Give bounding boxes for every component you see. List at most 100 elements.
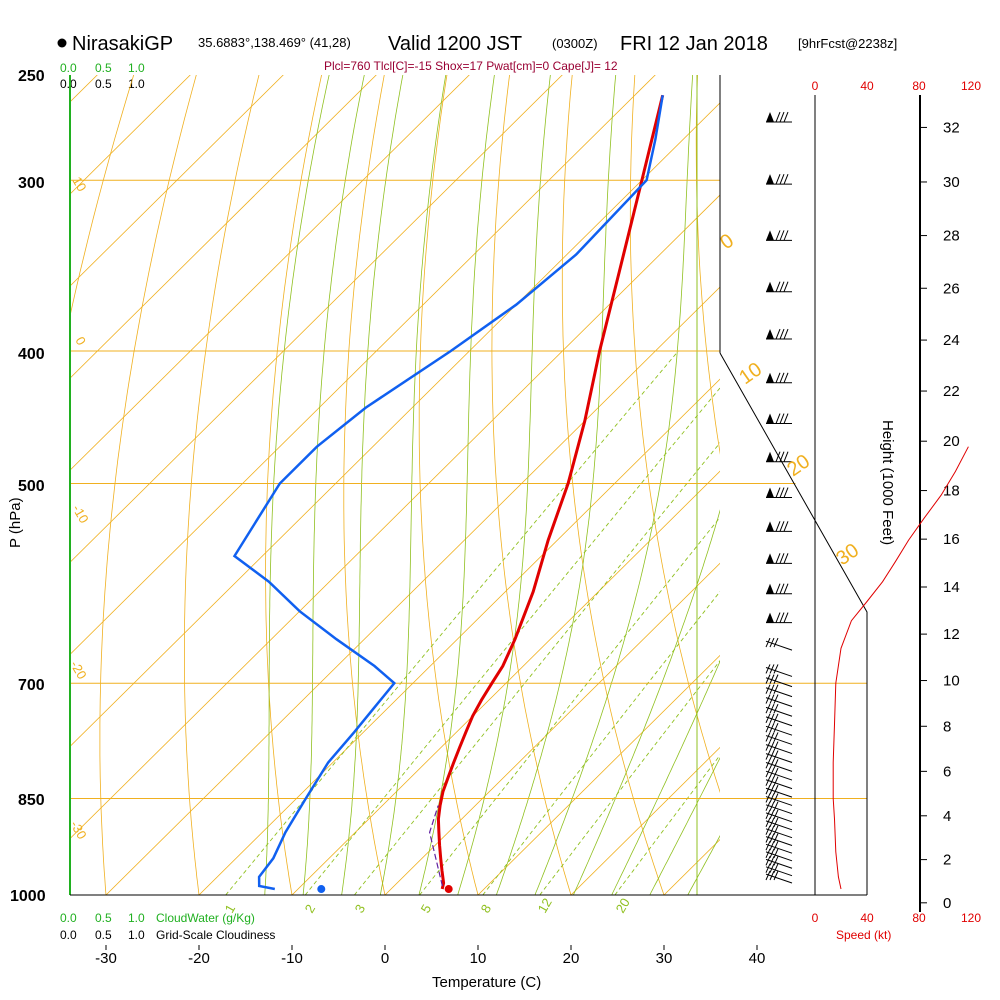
wind-barb-icon	[765, 784, 793, 798]
isotherm-label: 0	[72, 334, 89, 348]
moist-adiabat-line	[495, 75, 617, 895]
temperature-tick-label: 0	[381, 950, 389, 967]
height-tick-label: 10	[943, 673, 960, 690]
isotherm-label: -10	[69, 502, 91, 526]
cloud-bottom-black-2: 1.0	[128, 928, 145, 942]
mixing-ratio-label: 2	[302, 902, 319, 916]
wind-speed-tick-bottom: 120	[961, 911, 981, 925]
dry-adiabat-line	[343, 75, 386, 895]
wind-barb-icon	[765, 767, 793, 781]
moist-adiabat-line	[457, 75, 551, 895]
cloud-bottom-green-2: 1.0	[128, 911, 145, 925]
wind-barb-icon	[766, 413, 792, 425]
dry-adiabat-line	[629, 75, 720, 794]
wind-barb-icon	[765, 848, 793, 862]
wind-barb-icon	[765, 674, 793, 688]
wind-speed-tick-top: 0	[812, 79, 819, 93]
wind-barb-icon	[765, 856, 793, 869]
height-tick-label: 16	[943, 531, 960, 548]
wind-barb-icon	[765, 704, 793, 717]
wind-barb-icon	[765, 732, 793, 745]
pressure-tick-label: 500	[18, 478, 45, 495]
wind-barb-icon	[765, 870, 793, 884]
wind-barb-icon	[765, 776, 793, 790]
valid-date: FRI 12 Jan 2018	[620, 33, 768, 55]
wind-barb-icon	[765, 817, 793, 831]
moist-adiabat-line	[264, 75, 330, 895]
wind-speed-tick-bottom: 80	[912, 911, 926, 925]
station-coords: 35.6883°,138.469° (41,28)	[198, 35, 351, 50]
dry-adiabat-line	[695, 75, 720, 455]
height-tick-label: 2	[943, 852, 951, 869]
moist-adiabat-line	[341, 75, 404, 895]
isotherm-line	[0, 72, 7, 895]
isotherm-line	[70, 75, 284, 287]
temperature-axis: -30 -20 -10 0 10 20 30 40	[95, 945, 765, 967]
cloudwater-label: CloudWater (g/Kg)	[156, 911, 255, 925]
height-tick-label: 30	[943, 174, 960, 191]
moist-adiabat-line	[687, 835, 720, 895]
mixing-ratio-label: 3	[352, 902, 369, 916]
wind-barb-icon	[765, 713, 793, 727]
wind-speed-tick-bottom: 40	[860, 911, 874, 925]
height-tick-label: 32	[943, 119, 960, 136]
pressure-tick-label: 850	[18, 792, 45, 809]
cloud-bottom-black-0: 0.0	[60, 928, 77, 942]
isotherm-line	[384, 562, 720, 895]
temperature-tick-label: 10	[470, 950, 487, 967]
dry-adiabat-line	[183, 75, 260, 895]
cloud-top-green-1: 0.5	[95, 61, 112, 75]
mixing-ratio-label: 5	[418, 902, 435, 916]
wind-speed-tick-bottom: 0	[812, 911, 819, 925]
dry-adiabat-line	[418, 75, 479, 895]
mixing-ratio-line	[614, 754, 720, 895]
moist-adiabat-line	[611, 660, 720, 895]
height-tick-label: 26	[943, 280, 960, 297]
wind-barb-icon	[766, 230, 792, 241]
dry-adiabat-line	[265, 75, 322, 895]
mixing-ratio-line	[419, 516, 720, 895]
wind-barb-icon	[765, 684, 793, 698]
wind-barb-icon	[765, 722, 793, 736]
height-tick-label: 6	[943, 763, 951, 780]
wind-barb-icon	[765, 840, 793, 854]
wind-barb-icon	[766, 173, 792, 185]
wind-barb-icon	[765, 833, 793, 846]
moist-adiabat-line	[534, 75, 694, 895]
height-tick-label: 14	[943, 579, 960, 596]
valid-time: Valid 1200 JST	[388, 33, 522, 55]
moist-adiabat-line	[649, 757, 720, 895]
height-axis-title: Height (1000 Feet)	[879, 420, 896, 545]
isobars	[70, 179, 867, 896]
wind-speed-axis-title: Speed (kt)	[836, 928, 891, 942]
isotherm-label: 10	[735, 358, 766, 389]
pressure-tick-label: 300	[18, 175, 45, 192]
mixing-ratio-label: 8	[478, 902, 495, 916]
wind-barb-icon	[766, 111, 792, 123]
temperature-tick-label: 40	[749, 950, 766, 967]
wind-barb-icon	[765, 637, 793, 651]
moist-adiabat-line	[572, 509, 720, 895]
dry-adiabat-line	[760, 48, 957, 924]
moist-adiabat-line	[379, 75, 447, 895]
temperature-line	[436, 94, 665, 890]
temperature-tick-label: 20	[563, 950, 580, 967]
pressure-tick-label: 700	[18, 677, 45, 694]
wind-barb-icon	[765, 801, 793, 815]
dry-adiabat-line	[561, 75, 665, 895]
height-tick-label: 28	[943, 228, 960, 245]
height-tick-label: 8	[943, 718, 951, 735]
cloud-bottom-green-0: 0.0	[60, 911, 77, 925]
height-tick-label: 18	[943, 483, 960, 500]
wind-barb-icon	[766, 553, 792, 564]
wind-barb-icon	[765, 825, 793, 839]
height-diagonal	[719, 352, 868, 895]
wind-barb-icon	[765, 694, 793, 708]
wind-barb-icon	[766, 451, 792, 463]
cloud-bottom-black-1: 0.5	[95, 928, 112, 942]
dry-adiabat-line	[99, 75, 197, 895]
isotherm-label: 30	[832, 539, 863, 570]
sounding-indices: Plcl=760 Tlcl[C]=-15 Shox=17 Pwat[cm]=0 …	[324, 59, 618, 73]
